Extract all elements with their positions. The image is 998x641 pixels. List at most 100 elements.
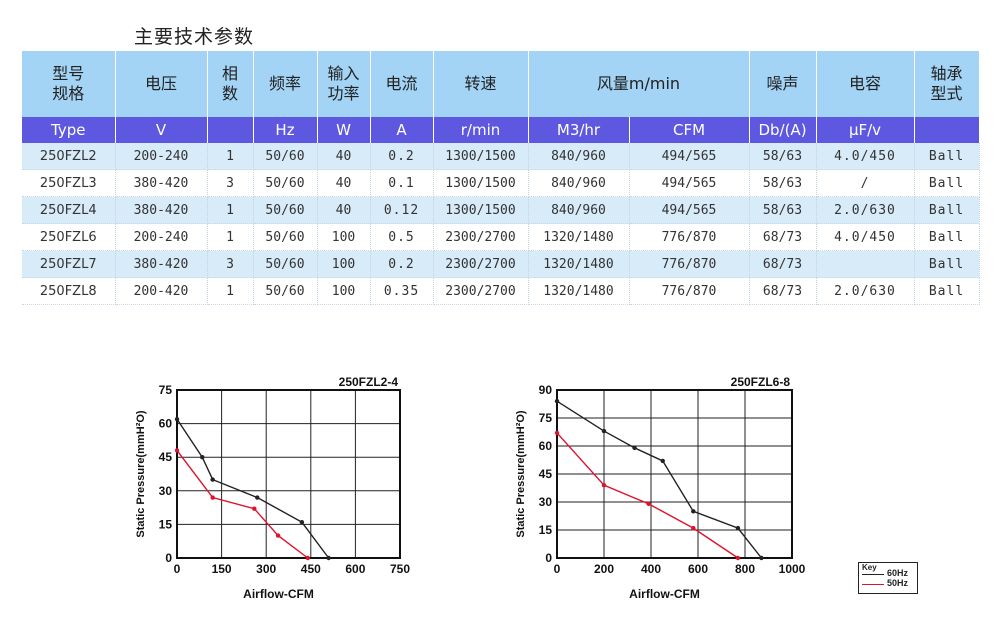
legend-title: Key xyxy=(862,563,877,572)
data-point xyxy=(554,399,560,404)
chart-250fzl6-8: 0 15 30 45 60 75 90 0 200 400 600 800 1000 250FZL6-8 A… xyxy=(515,375,806,601)
y-tick-label: 15 xyxy=(159,517,173,531)
x-tick-label: 400 xyxy=(641,562,661,576)
plot-frame xyxy=(556,389,793,559)
data-point xyxy=(735,525,741,531)
x-tick-label: 800 xyxy=(735,562,755,576)
legend-key: Key 60Hz 50Hz xyxy=(858,562,918,594)
table-cell: 50/60 xyxy=(253,143,318,170)
header-cell: 电压 xyxy=(115,51,208,117)
table-cell: 68/73 xyxy=(749,250,817,278)
table-cell: 3 xyxy=(207,250,254,278)
table-row: 250FZL4 380-420 1 50/60 40 0.12 1300/1500 840/9… xyxy=(22,196,980,224)
table-row: 250FZL7 380-420 3 50/60 100 0.2 2300/2700 1320/… xyxy=(22,250,980,278)
table-cell: 2300/2700 xyxy=(433,223,529,251)
data-point xyxy=(735,555,741,561)
table-cell: 1320/1480 xyxy=(528,277,630,305)
header-cell: 相 数 xyxy=(207,51,254,117)
data-point xyxy=(326,555,331,561)
table-cell: 68/73 xyxy=(749,223,817,251)
table-row: 250FZL3 380-420 3 50/60 40 0.1 1300/1500 840/96… xyxy=(22,169,980,197)
data-point xyxy=(660,458,665,464)
table-cell: 1 xyxy=(207,143,254,170)
data-point xyxy=(252,506,257,511)
table-cell: 250FZL4 xyxy=(22,196,116,224)
table-cell: 2.0/630 xyxy=(816,196,915,224)
table-cell: Ball xyxy=(914,277,980,305)
unit-cell: r/min xyxy=(433,117,529,143)
table-cell: 0.2 xyxy=(370,250,434,278)
table-cell: 776/870 xyxy=(629,223,750,251)
data-point xyxy=(691,525,696,531)
table-cell: 58/63 xyxy=(749,143,817,170)
y-tick-label: 75 xyxy=(159,383,173,397)
table-cell: 840/960 xyxy=(528,143,630,170)
data-point xyxy=(200,455,205,460)
table-row: 250FZL8 200-420 1 50/60 100 0.35 2300/2700 1320… xyxy=(22,277,980,305)
series-line-60hz xyxy=(556,400,763,559)
table-cell: 58/63 xyxy=(749,169,817,197)
data-point xyxy=(305,555,311,561)
header-cell: 频率 xyxy=(253,51,318,117)
table-cell: / xyxy=(816,169,915,197)
table-cell: 1 xyxy=(207,223,254,251)
data-point xyxy=(646,501,651,507)
data-point xyxy=(691,509,696,514)
y-tick-label: 60 xyxy=(159,417,173,431)
table-cell: 840/960 xyxy=(528,169,630,197)
x-tick-label: 750 xyxy=(390,562,410,576)
header-cell: 噪声 xyxy=(749,51,817,117)
table-cell: 68/73 xyxy=(749,277,817,305)
table-cell: 494/565 xyxy=(629,196,750,224)
plot-frame xyxy=(176,389,401,559)
table-cell: 1 xyxy=(207,277,254,305)
y-tick-label: 90 xyxy=(539,383,553,397)
table-cell: 0.35 xyxy=(370,277,434,305)
y-tick-label: 0 xyxy=(165,551,172,565)
table-cell: 0.2 xyxy=(370,143,434,170)
table-cell: 4.0/450 xyxy=(816,223,915,251)
unit-cell: Db/(A) xyxy=(749,117,817,143)
table-cell: 2.0/630 xyxy=(816,277,915,305)
data-point xyxy=(759,555,764,561)
y-tick-label: 0 xyxy=(545,551,552,565)
table-cell: 380-420 xyxy=(115,250,208,278)
x-tick-label: 450 xyxy=(301,562,321,576)
unit-cell xyxy=(207,117,254,143)
header-cell: 型号 规格 xyxy=(22,51,116,117)
y-tick-label: 45 xyxy=(159,450,173,464)
data-point xyxy=(554,430,560,436)
table-cell: 776/870 xyxy=(629,250,750,278)
table-cell: 1320/1480 xyxy=(528,223,630,251)
legend-swatch-60hz xyxy=(862,574,884,575)
data-point xyxy=(210,495,215,500)
x-tick-label: 150 xyxy=(212,562,232,576)
table-cell: 1 xyxy=(207,196,254,224)
unit-cell: μF/v xyxy=(816,117,915,143)
table-cell: 380-420 xyxy=(115,169,208,197)
x-axis-label: Airflow-CFM xyxy=(243,587,314,601)
spec-table: 型号 规格 电压相 数频率 输入 功率 电流 转速 风量m/min 噪声 电容 轴承 型式 Typ… xyxy=(22,51,980,305)
unit-cell: W xyxy=(317,117,371,143)
chart-title: 250FZL2-4 xyxy=(339,375,399,389)
unit-cell xyxy=(914,117,980,143)
table-cell: 200-240 xyxy=(115,143,208,170)
y-tick-label: 30 xyxy=(539,495,553,509)
table-cell: Ball xyxy=(914,250,980,278)
table-cell: 250FZL2 xyxy=(22,143,116,170)
table-cell: 2300/2700 xyxy=(433,277,529,305)
data-point xyxy=(174,448,180,453)
y-axis-label: Static Pressure(mmH²O) xyxy=(515,410,527,537)
unit-cell: CFM xyxy=(629,117,750,143)
table-cell: Ball xyxy=(914,196,980,224)
chart-title: 250FZL6-8 xyxy=(731,375,791,389)
header-cell: 输入 功率 xyxy=(317,51,371,117)
y-tick-label: 60 xyxy=(539,439,553,453)
page-title: 主要技术参数 xyxy=(134,26,255,48)
table-cell: 250FZL3 xyxy=(22,169,116,197)
table-cell: 250FZL7 xyxy=(22,250,116,278)
table-cell: 1300/1500 xyxy=(433,169,529,197)
table-cell: 1320/1480 xyxy=(528,250,630,278)
unit-cell: Type xyxy=(22,117,116,143)
